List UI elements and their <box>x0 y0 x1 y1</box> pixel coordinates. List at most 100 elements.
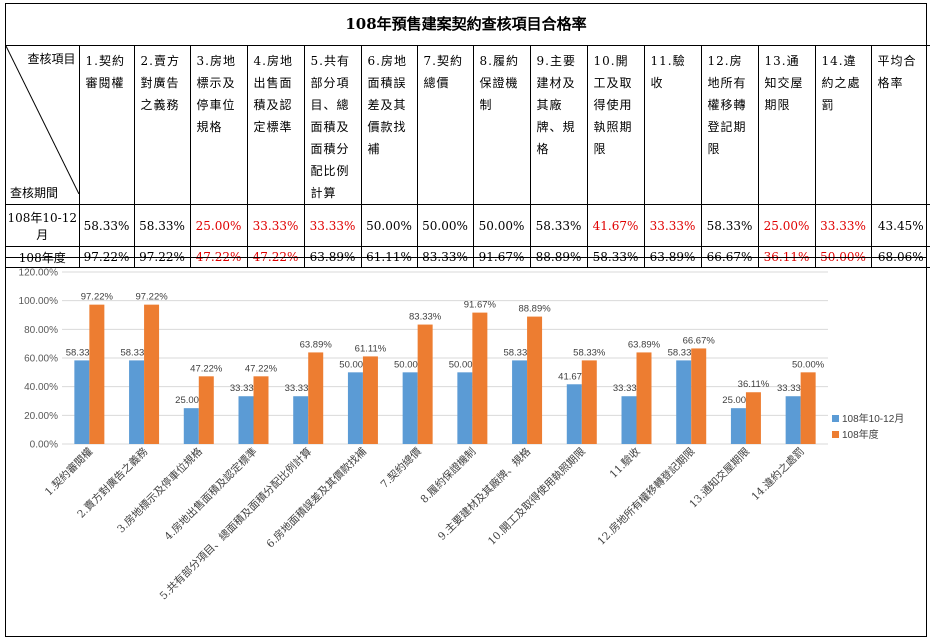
column-header: 13.通知交屋期限 <box>757 45 816 205</box>
corner-header-cell: 查核項目 查核期間 <box>6 45 80 205</box>
column-header-label: 6.房地面積誤差及其價款找補 <box>367 54 407 156</box>
y-tick-label: 40.00% <box>24 382 58 393</box>
page-title: 108年預售建案契約查核項目合格率 <box>6 4 926 46</box>
x-tick-label: 10.開工及取得使用執照期限 <box>485 445 588 548</box>
bar-quarter <box>512 360 528 444</box>
data-label: 36.11% <box>738 379 770 390</box>
bar-quarter <box>730 408 746 444</box>
data-label: 25.00% <box>175 395 208 406</box>
table-cell: 33.33% <box>246 204 305 247</box>
column-header: 4.房地出售面積及認定標準 <box>246 45 305 205</box>
column-header: 10.開工及取得使用執照期限 <box>586 45 645 205</box>
bar-year <box>144 304 160 444</box>
bar-quarter <box>347 372 363 444</box>
table-cell: 33.33% <box>814 204 872 247</box>
bar-quarter <box>621 396 637 444</box>
x-tick-label: 14.違約之處罰 <box>749 445 807 503</box>
table-cell: 50.00% <box>360 204 418 247</box>
x-tick-label: 12.房地所有權移轉登記期限 <box>595 445 698 548</box>
bar-year <box>472 312 488 444</box>
bar-chart: 0.00% 20.00% 40.00% 60.00% 80.00% 100.00% 120.… <box>6 257 926 637</box>
bar-year <box>198 376 214 444</box>
y-tick-label: 60.00% <box>24 354 58 365</box>
data-label: 41.67% <box>558 371 591 382</box>
data-label: 33.33% <box>613 383 646 394</box>
column-header: 6.房地面積誤差及其價款找補 <box>360 45 418 205</box>
bar-year <box>417 324 433 444</box>
column-header: 12.房地所有權移轉登記期限 <box>700 45 759 205</box>
y-tick-label: 20.00% <box>24 411 58 422</box>
column-header-label: 9.主要建材及其廠牌、規格 <box>536 54 576 156</box>
column-header-label: 4.房地出售面積及認定標準 <box>253 54 293 134</box>
table-cell: 41.67% <box>586 204 645 247</box>
table-cell: 33.33% <box>303 204 362 247</box>
column-header-label: 13.通知交屋期限 <box>764 54 804 112</box>
column-header-label: 2.賣方對廣告之義務 <box>140 54 180 112</box>
table-cell: 33.33% <box>643 204 702 247</box>
table-cell: 58.33% <box>529 204 588 247</box>
diagonal-divider <box>6 46 78 194</box>
data-label: 50.00% <box>339 359 372 370</box>
data-label: 58.33% <box>573 347 606 358</box>
y-tick-label: 80.00% <box>24 325 58 336</box>
x-tick-label: 6.房地面積誤差及其價款找補 <box>264 445 370 551</box>
column-header: 11.驗收 <box>643 45 702 205</box>
table-cell: 58.33% <box>78 204 135 247</box>
table-cell: 43.45% <box>870 204 930 247</box>
legend-label: 108年10-12月 <box>842 412 904 425</box>
report-frame: 108年預售建案契約查核項目合格率 查核項目 查核期間 1.契約審閱權 2.賣方對… <box>5 3 930 637</box>
bar-year <box>745 392 761 444</box>
bar-quarter <box>74 360 90 444</box>
column-header-label: 7.契約總價 <box>423 54 463 90</box>
corner-label-items: 查核項目 <box>27 52 76 66</box>
data-label: 61.11% <box>355 343 387 354</box>
data-label: 63.89% <box>300 339 333 350</box>
bar-quarter <box>785 396 801 444</box>
column-header-label: 5.共有部分項目、總面積及面積分配比例計算 <box>310 54 350 200</box>
legend-swatch <box>832 415 839 422</box>
column-header: 9.主要建材及其廠牌、規格 <box>529 45 588 205</box>
bar-quarter <box>457 372 473 444</box>
table-cell: 50.00% <box>416 204 474 247</box>
column-header-label: 3.房地標示及停車位規格 <box>196 54 236 134</box>
data-label: 58.33% <box>120 347 153 358</box>
legend-label: 108年度 <box>842 428 879 441</box>
column-header-label: 14.違約之處罰 <box>821 54 861 112</box>
bar-year <box>89 304 105 444</box>
bar-quarter <box>293 396 309 444</box>
bar-year <box>362 356 378 444</box>
column-header: 14.違約之處罰 <box>814 45 872 205</box>
bar-year <box>636 352 652 444</box>
data-label: 88.89% <box>518 304 551 315</box>
column-header: 7.契約總價 <box>416 45 474 205</box>
x-tick-label: 7.契約總價 <box>378 445 424 491</box>
column-header-label: 10.開工及取得使用執照期限 <box>593 54 633 156</box>
column-header-label: 12.房地所有權移轉登記期限 <box>707 54 747 156</box>
column-header: 2.賣方對廣告之義務 <box>133 45 191 205</box>
column-header: 平均合格率 <box>870 45 930 205</box>
data-label: 47.22% <box>190 363 223 374</box>
bar-quarter <box>183 408 199 444</box>
bar-year <box>308 352 324 444</box>
column-header-label: 1.契約審閱權 <box>85 54 125 90</box>
data-label: 83.33% <box>409 312 442 323</box>
table-cell: 58.33% <box>133 204 191 247</box>
data-label: 33.33% <box>777 383 810 394</box>
data-label: 33.33% <box>285 383 318 394</box>
data-label: 33.33% <box>230 383 263 394</box>
x-tick-label: 8.履約保證機制 <box>418 445 479 506</box>
bar-year <box>527 316 543 444</box>
bar-year <box>581 360 597 444</box>
row-label: 108年10-12月 <box>6 204 80 247</box>
data-label: 50.00% <box>792 359 825 370</box>
x-tick-label: 4.房地出售面積及認定標準 <box>162 445 260 543</box>
column-header: 1.契約審閱權 <box>78 45 135 205</box>
y-tick-label: 100.00% <box>19 296 59 307</box>
column-header-label: 8.履約保證機制 <box>479 54 519 112</box>
corner-label-period: 查核期間 <box>10 186 59 200</box>
bar-quarter <box>676 360 692 444</box>
chart-svg: 0.00% 20.00% 40.00% 60.00% 80.00% 100.00% 120.… <box>19 268 905 603</box>
data-label: 97.22% <box>135 292 168 303</box>
bar-year <box>800 372 816 444</box>
table-cell: 50.00% <box>472 204 531 247</box>
